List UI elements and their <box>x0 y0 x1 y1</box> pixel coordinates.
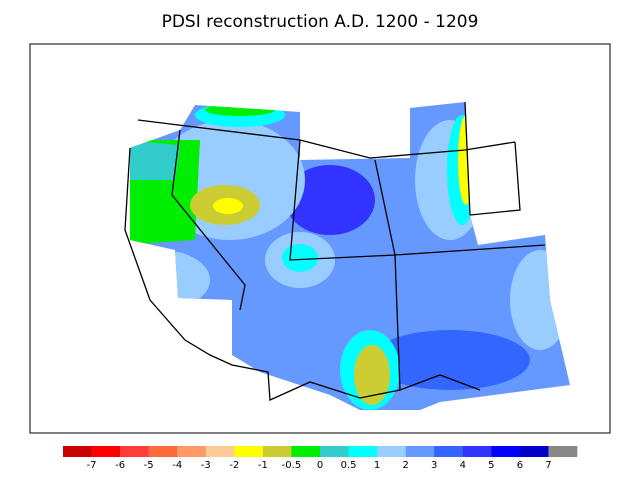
colorbar-box <box>491 446 521 457</box>
map-frame <box>29 43 611 434</box>
colorbar-label: -3 <box>201 460 211 471</box>
colorbar-label: -6 <box>115 460 125 471</box>
colorbar-box <box>91 446 121 457</box>
map <box>124 101 570 410</box>
colorbar: -7 -6 -5 -4 -3 -2 -1 -0.5 0 0.5 1 2 3 4 5 6 7 <box>63 446 578 471</box>
colorbar-box <box>234 446 264 457</box>
colorbar-box <box>320 446 349 457</box>
colorbar-label: 7 <box>545 460 551 471</box>
colorbar-box <box>177 446 207 457</box>
colorbar-label: -1 <box>258 460 268 471</box>
colorbar-box <box>63 446 92 457</box>
colorbar-label: 0 <box>317 460 323 471</box>
title: PDSI reconstruction A.D. 1200 - 1209 <box>162 12 479 32</box>
colorbar-label: -5 <box>144 460 154 471</box>
colorbar-box <box>348 446 378 457</box>
colorbar-label: -7 <box>87 460 97 471</box>
colorbar-label: 6 <box>517 460 523 471</box>
colorbar-box <box>434 446 464 457</box>
colorbar-box <box>120 446 149 457</box>
colorbar-label: -4 <box>172 460 182 471</box>
colorbar-box <box>205 446 235 457</box>
colorbar-box <box>519 446 549 457</box>
colorbar-label: -2 <box>229 460 239 471</box>
colorbar-box <box>377 446 406 457</box>
colorbar-label: 0.5 <box>341 460 357 471</box>
colorbar-box <box>291 446 321 457</box>
colorbar-box <box>405 446 435 457</box>
colorbar-label: 5 <box>488 460 494 471</box>
colorbar-label: 1 <box>374 460 380 471</box>
colorbar-label: 4 <box>460 460 466 471</box>
colorbar-label: 3 <box>431 460 437 471</box>
colorbar-label: -0.5 <box>282 460 302 471</box>
colorbar-label: 2 <box>402 460 408 471</box>
colorbar-box <box>548 446 578 457</box>
colorbar-box <box>262 446 292 457</box>
colorbar-box <box>462 446 492 457</box>
colorbar-box <box>148 446 178 457</box>
